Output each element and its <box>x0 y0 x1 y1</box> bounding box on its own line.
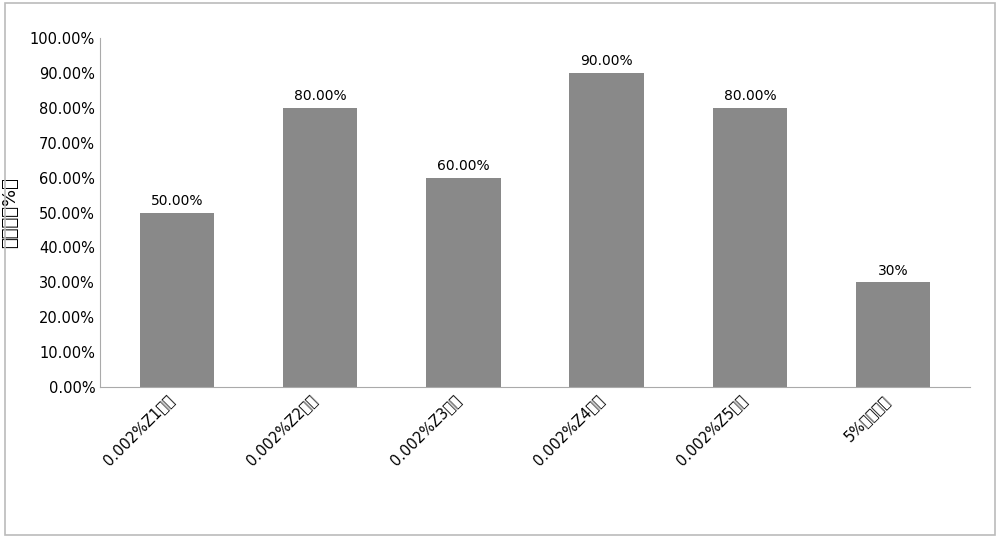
Bar <box>140 213 214 387</box>
Text: 80.00%: 80.00% <box>724 89 776 103</box>
Bar <box>569 73 644 387</box>
Text: 60.00%: 60.00% <box>437 159 490 173</box>
Y-axis label: 死亡率（%）: 死亡率（%） <box>1 177 19 248</box>
Text: 50.00%: 50.00% <box>151 194 203 208</box>
Bar <box>426 178 501 387</box>
Text: 80.00%: 80.00% <box>294 89 346 103</box>
Text: 90.00%: 90.00% <box>580 54 633 68</box>
Bar <box>283 108 357 387</box>
Text: 30%: 30% <box>878 264 909 278</box>
Bar <box>713 108 787 387</box>
Bar <box>856 282 930 387</box>
